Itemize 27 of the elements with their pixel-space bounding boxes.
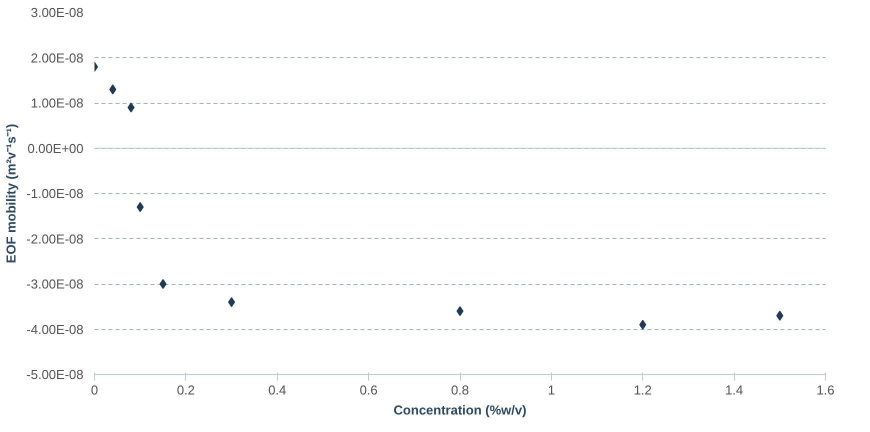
y-tick-label: -3.00E-08: [26, 276, 84, 292]
point: [109, 84, 116, 94]
x-tick-label: 0.4: [268, 382, 286, 398]
point: [776, 310, 784, 321]
y-tick-label: 3.00E-08: [30, 5, 84, 20]
x-tick-label: 0.6: [360, 382, 378, 398]
x-tick-label: 1: [548, 382, 555, 398]
point: [228, 297, 236, 308]
point: [128, 102, 135, 113]
y-tick-label: -5.00E-08: [26, 367, 84, 382]
y-tick-label: -4.00E-08: [26, 322, 84, 337]
y-tick-label: 1.00E-08: [30, 96, 84, 110]
x-axis-title: Concentration (%w/v): [394, 402, 526, 418]
x-tick-label: 1.2: [634, 382, 652, 398]
point: [160, 279, 167, 289]
y-axis-title: EOF mobility (m²v⁻¹s⁻¹): [3, 124, 18, 264]
y-tick-label: 2.00E-08: [30, 50, 84, 66]
x-tick-label: 1.4: [725, 382, 744, 398]
point: [639, 320, 646, 330]
y-tick-label: 0.00E+00: [27, 140, 84, 156]
point: [136, 202, 144, 212]
y-tick-label: -2.00E-08: [26, 231, 84, 246]
x-tick-label: 0.8: [450, 382, 470, 398]
x-tick-label: 0: [90, 382, 98, 398]
y-tick-label: -1.00E-08: [26, 186, 84, 201]
x-tick-label: 0.2: [176, 382, 195, 398]
x-tick-label: 1.6: [816, 382, 835, 398]
